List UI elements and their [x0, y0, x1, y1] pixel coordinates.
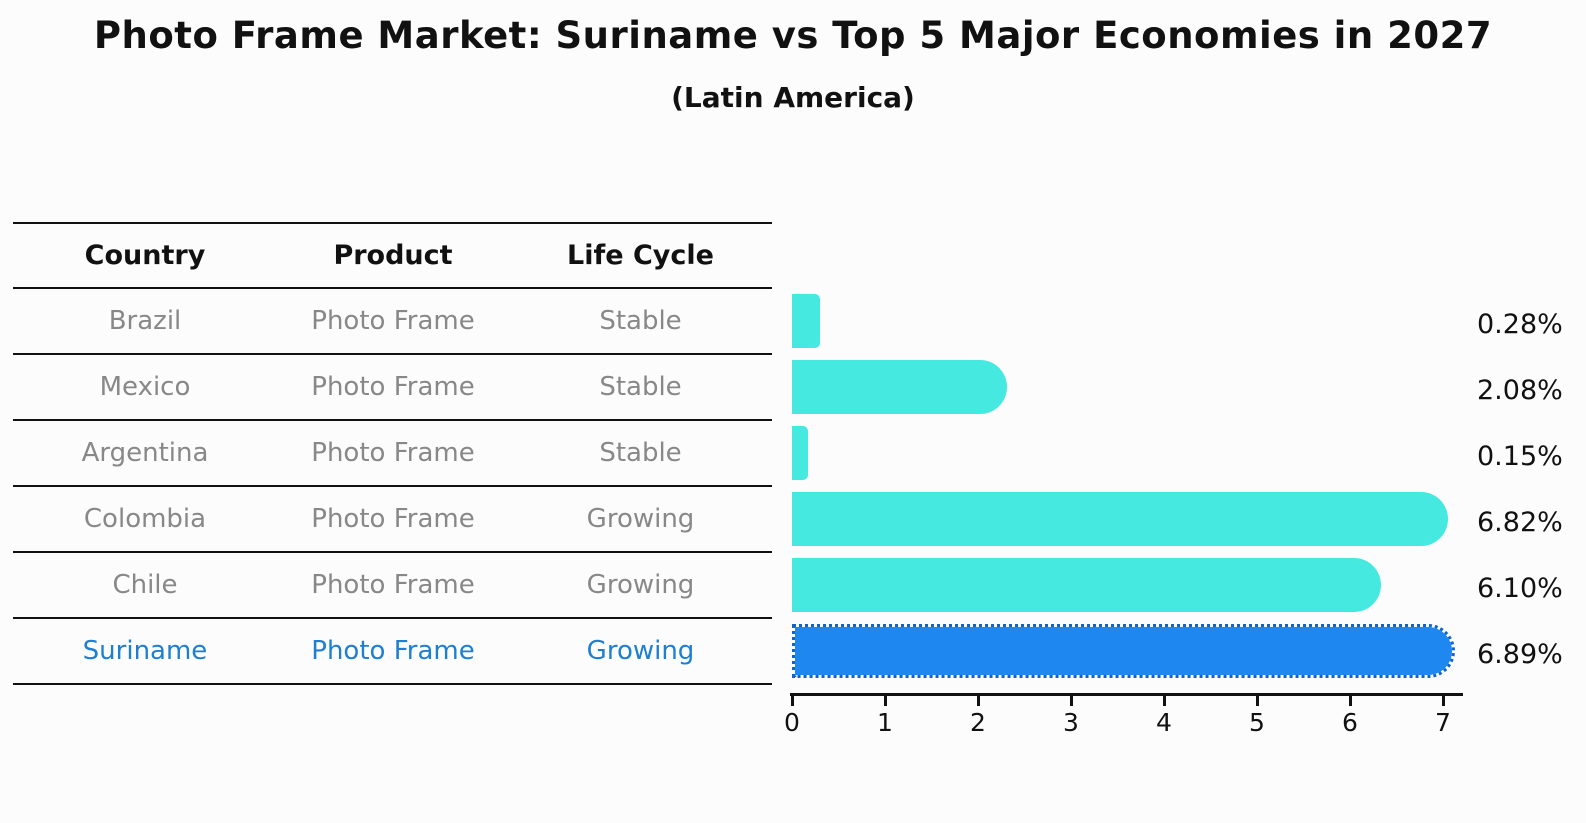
bar-value-label: 2.08% [1477, 375, 1563, 406]
bar-suriname [792, 624, 1455, 678]
cell-country: Brazil [108, 306, 182, 336]
x-axis-tick [1442, 696, 1445, 706]
header-product: Product [333, 239, 453, 271]
x-axis-tick-label: 3 [1063, 708, 1079, 737]
cell-country: Argentina [81, 438, 209, 468]
table-row-brazil: Brazil Photo Frame Stable [13, 304, 772, 338]
x-axis-tick [977, 696, 980, 706]
table-row-colombia: Colombia Photo Frame Growing [13, 502, 772, 536]
table-top-rule [13, 222, 772, 224]
cell-product: Photo Frame [311, 306, 475, 336]
table-row-rule [13, 683, 772, 685]
cell-life-cycle: Stable [599, 306, 682, 336]
table-row-chile: Chile Photo Frame Growing [13, 568, 772, 602]
cell-life-cycle: Stable [599, 438, 682, 468]
bar-value-label: 6.10% [1477, 573, 1563, 604]
x-axis-tick [884, 696, 887, 706]
x-axis [790, 693, 1463, 696]
cell-country: Suriname [82, 636, 208, 666]
table-row-mexico: Mexico Photo Frame Stable [13, 370, 772, 404]
x-axis-tick [791, 696, 794, 706]
bar-value-label: 0.15% [1477, 441, 1563, 472]
cell-life-cycle: Growing [586, 636, 695, 666]
x-axis-tick-label: 7 [1435, 708, 1451, 737]
header-life-cycle: Life Cycle [567, 239, 714, 271]
bar-mexico [792, 360, 1007, 414]
table-row-rule [13, 617, 772, 619]
cell-product: Photo Frame [311, 570, 475, 600]
cell-product: Photo Frame [311, 504, 475, 534]
table-row-rule [13, 485, 772, 487]
header-country: Country [84, 239, 206, 271]
x-axis-tick [1256, 696, 1259, 706]
cell-life-cycle: Stable [599, 372, 682, 402]
x-axis-tick-label: 4 [1156, 708, 1172, 737]
table-row-suriname: Suriname Photo Frame Growing [13, 634, 772, 668]
bar-value-label: 6.89% [1477, 639, 1563, 670]
x-axis-tick [1349, 696, 1352, 706]
chart-title: Photo Frame Market: Suriname vs Top 5 Ma… [93, 14, 1493, 57]
cell-country: Colombia [83, 504, 207, 534]
cell-product: Photo Frame [311, 636, 475, 666]
x-axis-tick [1163, 696, 1166, 706]
table-row-rule [13, 353, 772, 355]
x-axis-tick-label: 6 [1342, 708, 1358, 737]
bar-value-label: 6.82% [1477, 507, 1563, 538]
cell-life-cycle: Growing [586, 570, 695, 600]
cell-country: Chile [112, 570, 178, 600]
bar-value-label: 0.28% [1477, 309, 1563, 340]
cell-product: Photo Frame [311, 438, 475, 468]
chart-subtitle: (Latin America) [671, 81, 915, 114]
cell-product: Photo Frame [311, 372, 475, 402]
bar-brazil [792, 294, 820, 348]
x-axis-tick-label: 0 [784, 708, 800, 737]
x-axis-tick-label: 1 [877, 708, 893, 737]
cell-life-cycle: Growing [586, 504, 695, 534]
table-row-argentina: Argentina Photo Frame Stable [13, 436, 772, 470]
cell-country: Mexico [99, 372, 191, 402]
table-header-rule [13, 287, 772, 289]
bar-colombia [792, 492, 1448, 546]
table-row-rule [13, 551, 772, 553]
bar-chile [792, 558, 1381, 612]
table-header-row: Country Product Life Cycle [13, 238, 772, 272]
x-axis-tick [1070, 696, 1073, 706]
table-row-rule [13, 419, 772, 421]
bar-argentina [792, 426, 808, 480]
x-axis-tick-label: 5 [1249, 708, 1265, 737]
x-axis-tick-label: 2 [970, 708, 986, 737]
